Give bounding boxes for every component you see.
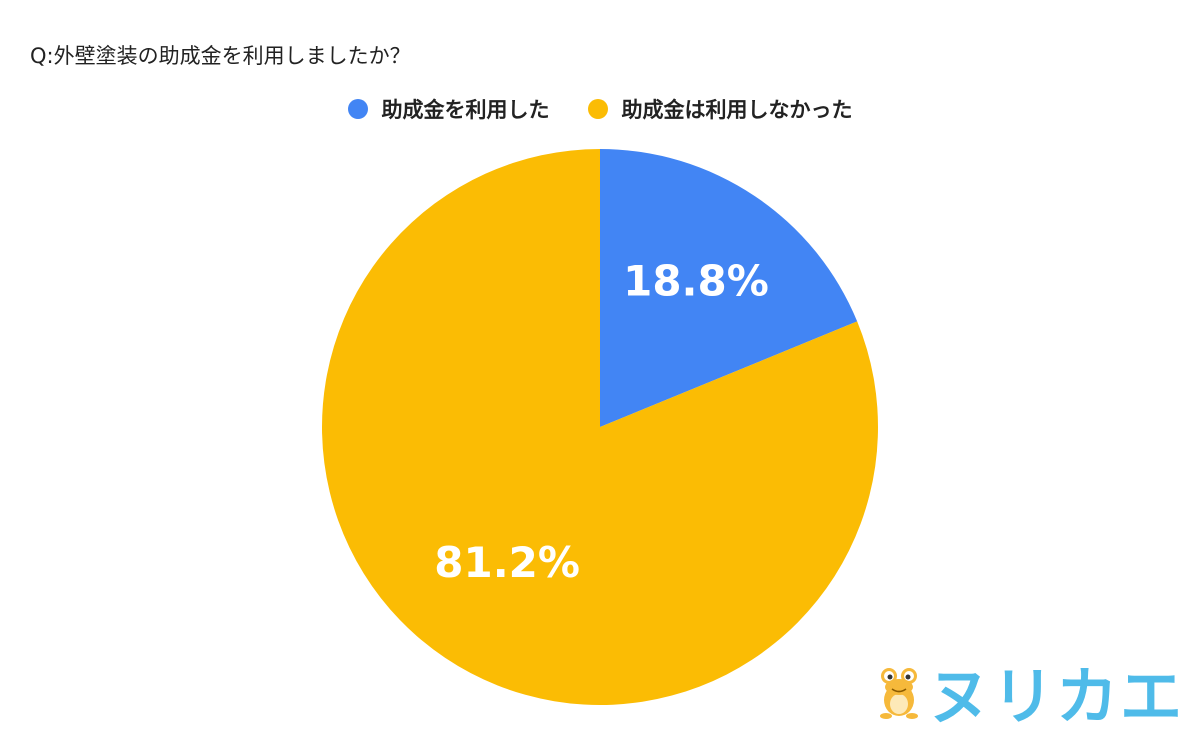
legend-label-not-used: 助成金は利用しなかった [621, 98, 853, 122]
legend: 助成金を利用した 助成金は利用しなかった [0, 94, 1200, 124]
legend-swatch-used [347, 99, 368, 119]
logo-text: ヌリカエ [927, 660, 1184, 733]
slice-label-not-used: 81.2% [434, 538, 580, 587]
legend-label-used: 助成金を利用した [381, 98, 550, 122]
legend-swatch-not-used [587, 99, 608, 119]
chart-title: Q:外壁塗装の助成金を利用しましたか？ [30, 44, 411, 68]
pie-slice-used [600, 149, 858, 427]
brand-logo: ヌリカエ [876, 646, 1184, 736]
legend-item-not-used: 助成金は利用しなかった [587, 94, 853, 124]
pie-slice-not-used [321, 148, 878, 705]
legend-item-used: 助成金を利用した [347, 94, 550, 124]
frog-mascot-icon [879, 668, 918, 719]
slice-label-used: 18.8% [623, 256, 769, 305]
